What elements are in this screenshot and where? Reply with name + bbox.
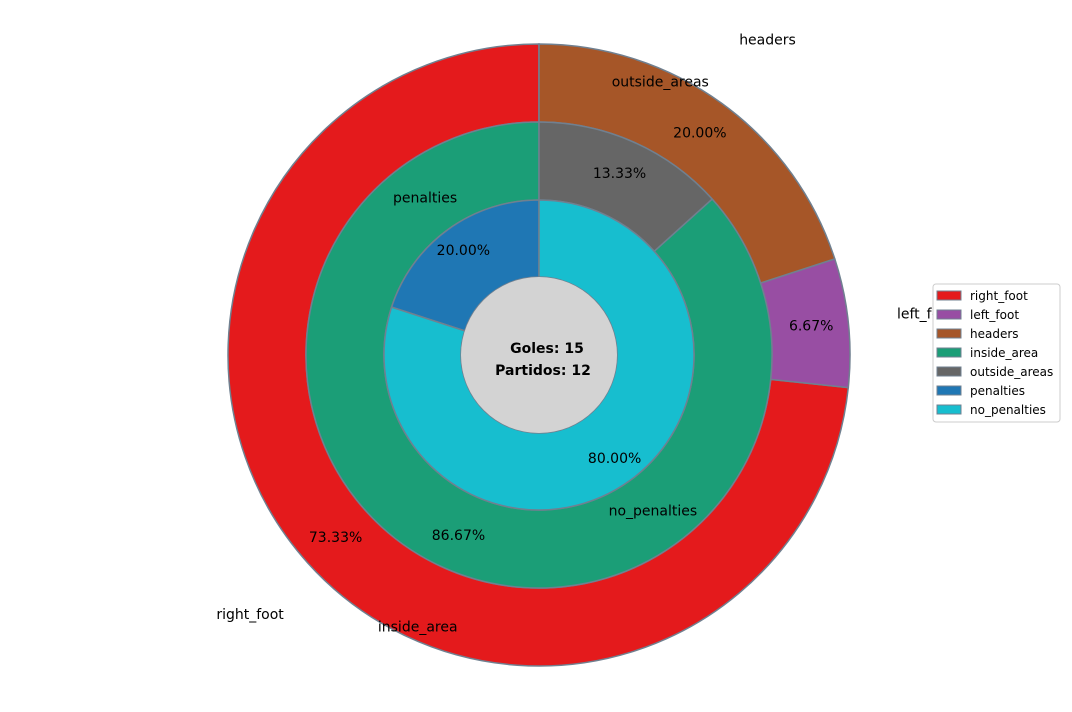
legend-swatch-penalties xyxy=(936,385,962,396)
legend-label-headers: headers xyxy=(970,327,1019,341)
slice-label-right-foot: right_foot xyxy=(216,607,284,623)
slice-label-outside-areas: outside_areas xyxy=(612,75,709,91)
slice-pct-outside-areas: 13.33% xyxy=(593,166,646,182)
legend-swatch-inside-area xyxy=(936,347,962,358)
slice-label-penalties: penalties xyxy=(393,190,457,206)
legend-frame xyxy=(932,283,1061,423)
legend-label-outside-areas: outside_areas xyxy=(970,365,1053,379)
center-matches-text: Partidos: 12 xyxy=(495,363,591,379)
slice-pct-penalties: 20.00% xyxy=(437,243,490,259)
legend-swatch-right-foot xyxy=(936,290,962,301)
legend-swatch-headers xyxy=(936,328,962,339)
slice-pct-headers: 20.00% xyxy=(673,126,726,142)
slice-pct-right-foot: 73.33% xyxy=(309,530,362,546)
legend-label-no-penalties: no_penalties xyxy=(970,403,1046,417)
legend-swatch-no-penalties xyxy=(936,404,962,415)
chart-rings: right_foot73.33%left_foot6.67%headers20.… xyxy=(216,32,955,667)
legend-label-left-foot: left_foot xyxy=(970,308,1019,322)
center-circle xyxy=(461,277,617,433)
legend-label-penalties: penalties xyxy=(970,384,1025,398)
legend-swatch-outside-areas xyxy=(936,366,962,377)
legend-label-right-foot: right_foot xyxy=(970,289,1028,303)
slice-label-headers: headers xyxy=(739,32,796,48)
chart-center: Goles: 15 Partidos: 12 xyxy=(461,277,617,433)
slice-pct-left-foot: 6.67% xyxy=(789,318,833,334)
slice-pct-inside-area: 86.67% xyxy=(432,528,485,544)
legend-swatch-left-foot xyxy=(936,309,962,320)
center-goals-text: Goles: 15 xyxy=(510,341,584,357)
slice-label-inside-area: inside_area xyxy=(378,619,458,635)
slice-label-no-penalties: no_penalties xyxy=(609,504,698,520)
slice-pct-no-penalties: 80.00% xyxy=(588,451,641,467)
legend-label-inside-area: inside_area xyxy=(970,346,1038,360)
